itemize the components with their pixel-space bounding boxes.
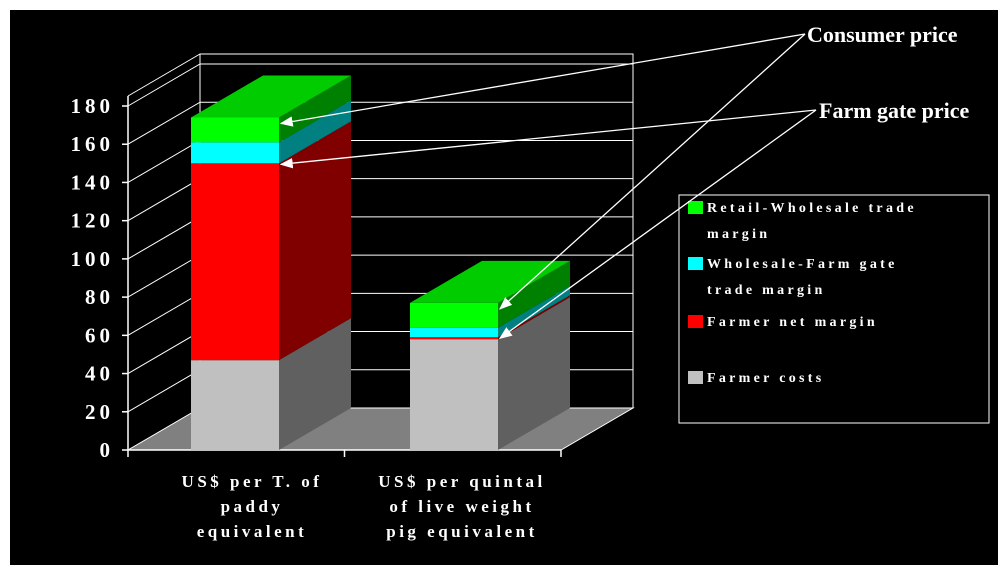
- legend-swatch: [688, 371, 703, 384]
- y-tick-label: 40: [85, 362, 114, 386]
- bar-segment-side: [498, 260, 570, 328]
- x-category-label: equivalent: [197, 522, 308, 541]
- bar-segment: [191, 142, 279, 164]
- bar-segment-side: [279, 100, 351, 164]
- x-category-label: US$ per quintal: [378, 472, 545, 491]
- bar-segment: [410, 339, 498, 450]
- x-category-label: paddy: [221, 497, 284, 516]
- legend-label: Farmer net margin: [707, 315, 878, 330]
- y-tick-label: 160: [71, 132, 115, 156]
- legend-label: margin: [707, 227, 770, 242]
- y-tick-label: 20: [85, 400, 114, 424]
- y-tick-label: 120: [71, 209, 115, 233]
- bar-top-face: [191, 75, 351, 118]
- legend-swatch: [688, 257, 703, 270]
- wall-edge: [127, 53, 201, 97]
- y-tick-label: 140: [71, 170, 115, 194]
- y-tick-label: 60: [85, 323, 114, 347]
- y-tick-label: 100: [71, 247, 115, 271]
- bar-segment: [410, 302, 498, 328]
- legend-label: Farmer costs: [707, 371, 824, 386]
- legend-label: Retail-Wholesale trade: [707, 201, 917, 216]
- chart-svg: 0 20 40 60 80 100 120 140 160 180 US$ per T. of pad…: [71, 22, 990, 541]
- bar-segment: [191, 117, 279, 143]
- legend-label: Wholesale-Farm gate: [707, 257, 898, 272]
- bar-segment-side: [498, 297, 570, 450]
- legend-swatch: [688, 201, 703, 214]
- farm-gate-price-callout: Farm gate price: [819, 98, 969, 123]
- bar-segment: [191, 360, 279, 450]
- consumer-price-arrow: [279, 33, 806, 127]
- y-tick-label: 0: [100, 438, 115, 462]
- y-tick-label: 80: [85, 285, 114, 309]
- consumer-price-arrow: [499, 33, 806, 310]
- bar-segment: [410, 337, 498, 340]
- chart-canvas: 0 20 40 60 80 100 120 140 160 180 US$ per T. of pad…: [10, 10, 998, 565]
- legend-box: [678, 194, 990, 424]
- bar-segment-side: [498, 295, 570, 340]
- gridline: [127, 101, 633, 145]
- bar-segment: [191, 163, 279, 361]
- legend-swatch: [688, 315, 703, 328]
- consumer-price-callout: Consumer price: [807, 22, 958, 47]
- y-tick-label: 180: [71, 94, 115, 118]
- farm-gate-price-arrow: [498, 109, 817, 340]
- farm-gate-price-arrow: [279, 109, 817, 169]
- bar-segment-side: [279, 318, 351, 450]
- bar-segment: [410, 327, 498, 338]
- bar-segment-side: [279, 75, 351, 143]
- x-category-label: of live weight: [389, 497, 534, 516]
- gridline: [127, 63, 633, 107]
- x-category-label: US$ per T. of: [182, 472, 323, 491]
- bar-segment-side: [279, 121, 351, 361]
- x-category-label: pig equivalent: [386, 522, 538, 541]
- bar-top-face: [410, 260, 570, 303]
- legend-label: trade margin: [707, 283, 826, 298]
- bar-segment-side: [498, 285, 570, 338]
